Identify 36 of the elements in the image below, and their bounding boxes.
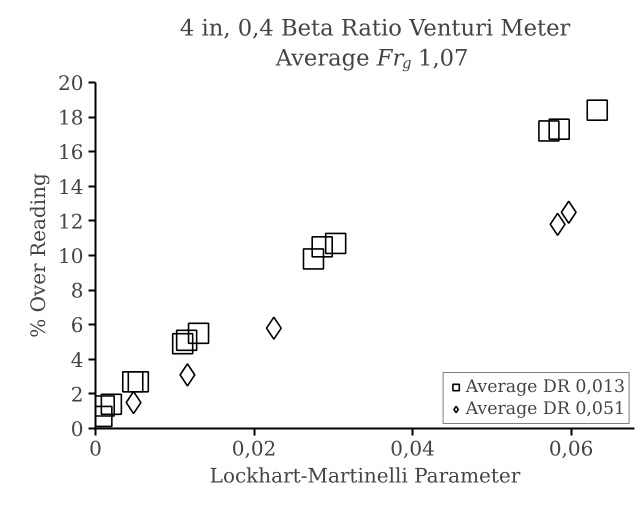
chart-title: 4 in, 0,4 Beta Ratio Venturi Meter [180, 16, 570, 42]
y-tick-label: 4 [70, 348, 84, 372]
chart-subtitle: Average Frg 1,07 [274, 46, 468, 72]
y-tick-label: 2 [70, 382, 84, 406]
y-tick-label: 16 [58, 140, 84, 164]
y-tick-label: 0 [70, 417, 84, 441]
y-tick-label: 12 [58, 209, 84, 234]
y-tick-label: 6 [70, 313, 84, 338]
point [538, 120, 560, 142]
point [179, 363, 196, 387]
x-tick-label: 0,04 [390, 436, 435, 460]
y-tick-label: 20 [58, 71, 84, 95]
point [302, 248, 324, 270]
y-tick-label: 10 [58, 244, 84, 268]
point [311, 236, 333, 258]
point [128, 370, 150, 393]
point [100, 393, 122, 416]
x-axis-title: Lockhart-Martinelli Parameter [210, 464, 521, 488]
point [324, 232, 346, 254]
y-tick-label: 14 [58, 174, 84, 199]
legend-label: Average DR 0,051 [466, 399, 625, 419]
x-tick-label: 0 [89, 436, 102, 460]
point [172, 332, 194, 355]
x-tick-label: 0,06 [548, 436, 594, 460]
point [122, 370, 144, 393]
point [188, 322, 210, 344]
point [176, 329, 198, 352]
y-tick-label: 8 [70, 278, 84, 303]
point [549, 212, 566, 236]
legend-label: Average DR 0,013 [466, 377, 625, 397]
point [586, 99, 608, 121]
point [548, 118, 570, 140]
x-tick-label: 0,02 [232, 436, 276, 460]
point [125, 390, 142, 414]
y-tick-label: 18 [58, 106, 84, 130]
y-axis-title: % Over Reading [26, 173, 50, 338]
